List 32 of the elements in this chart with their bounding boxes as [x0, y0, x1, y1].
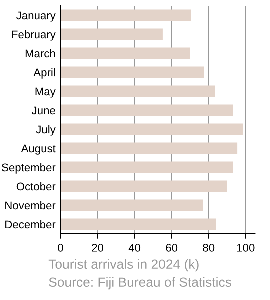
x-tick-label: 60 — [166, 244, 178, 252]
bar — [60, 218, 216, 230]
y-tick-label: November — [6, 201, 56, 210]
x-tick-label: 100 — [237, 244, 255, 252]
bar — [60, 66, 204, 78]
bar — [60, 124, 244, 136]
source-note: Source: Fiji Bureau of Statistics — [49, 277, 232, 290]
x-tick-label: 40 — [128, 244, 141, 252]
y-tick-label: July — [36, 125, 56, 136]
y-tick-label: December — [6, 220, 56, 229]
x-tick-label: 20 — [92, 244, 104, 252]
y-tick-label: March — [26, 49, 56, 58]
y-tick-label: April — [34, 68, 56, 79]
bar — [60, 28, 163, 40]
y-tick-label: January — [16, 12, 56, 22]
bar — [60, 180, 228, 192]
y-tick-label: February — [12, 30, 56, 41]
bar — [60, 10, 192, 22]
x-tick-label: 0 — [58, 244, 64, 252]
y-tick-label: October — [16, 182, 56, 191]
bar — [60, 104, 234, 116]
text: Tourist arrivals in 2024 (k) — [48, 259, 199, 272]
bar — [60, 48, 190, 60]
bar — [60, 200, 204, 212]
bar — [60, 162, 234, 174]
y-tick-label: June — [32, 106, 56, 115]
bar — [60, 86, 216, 98]
y-tick-label: September — [2, 163, 56, 174]
bar — [60, 142, 238, 154]
y-tick-label: August — [21, 144, 56, 155]
y-tick-label: May — [36, 88, 56, 98]
x-tick-label: 80 — [203, 244, 215, 252]
